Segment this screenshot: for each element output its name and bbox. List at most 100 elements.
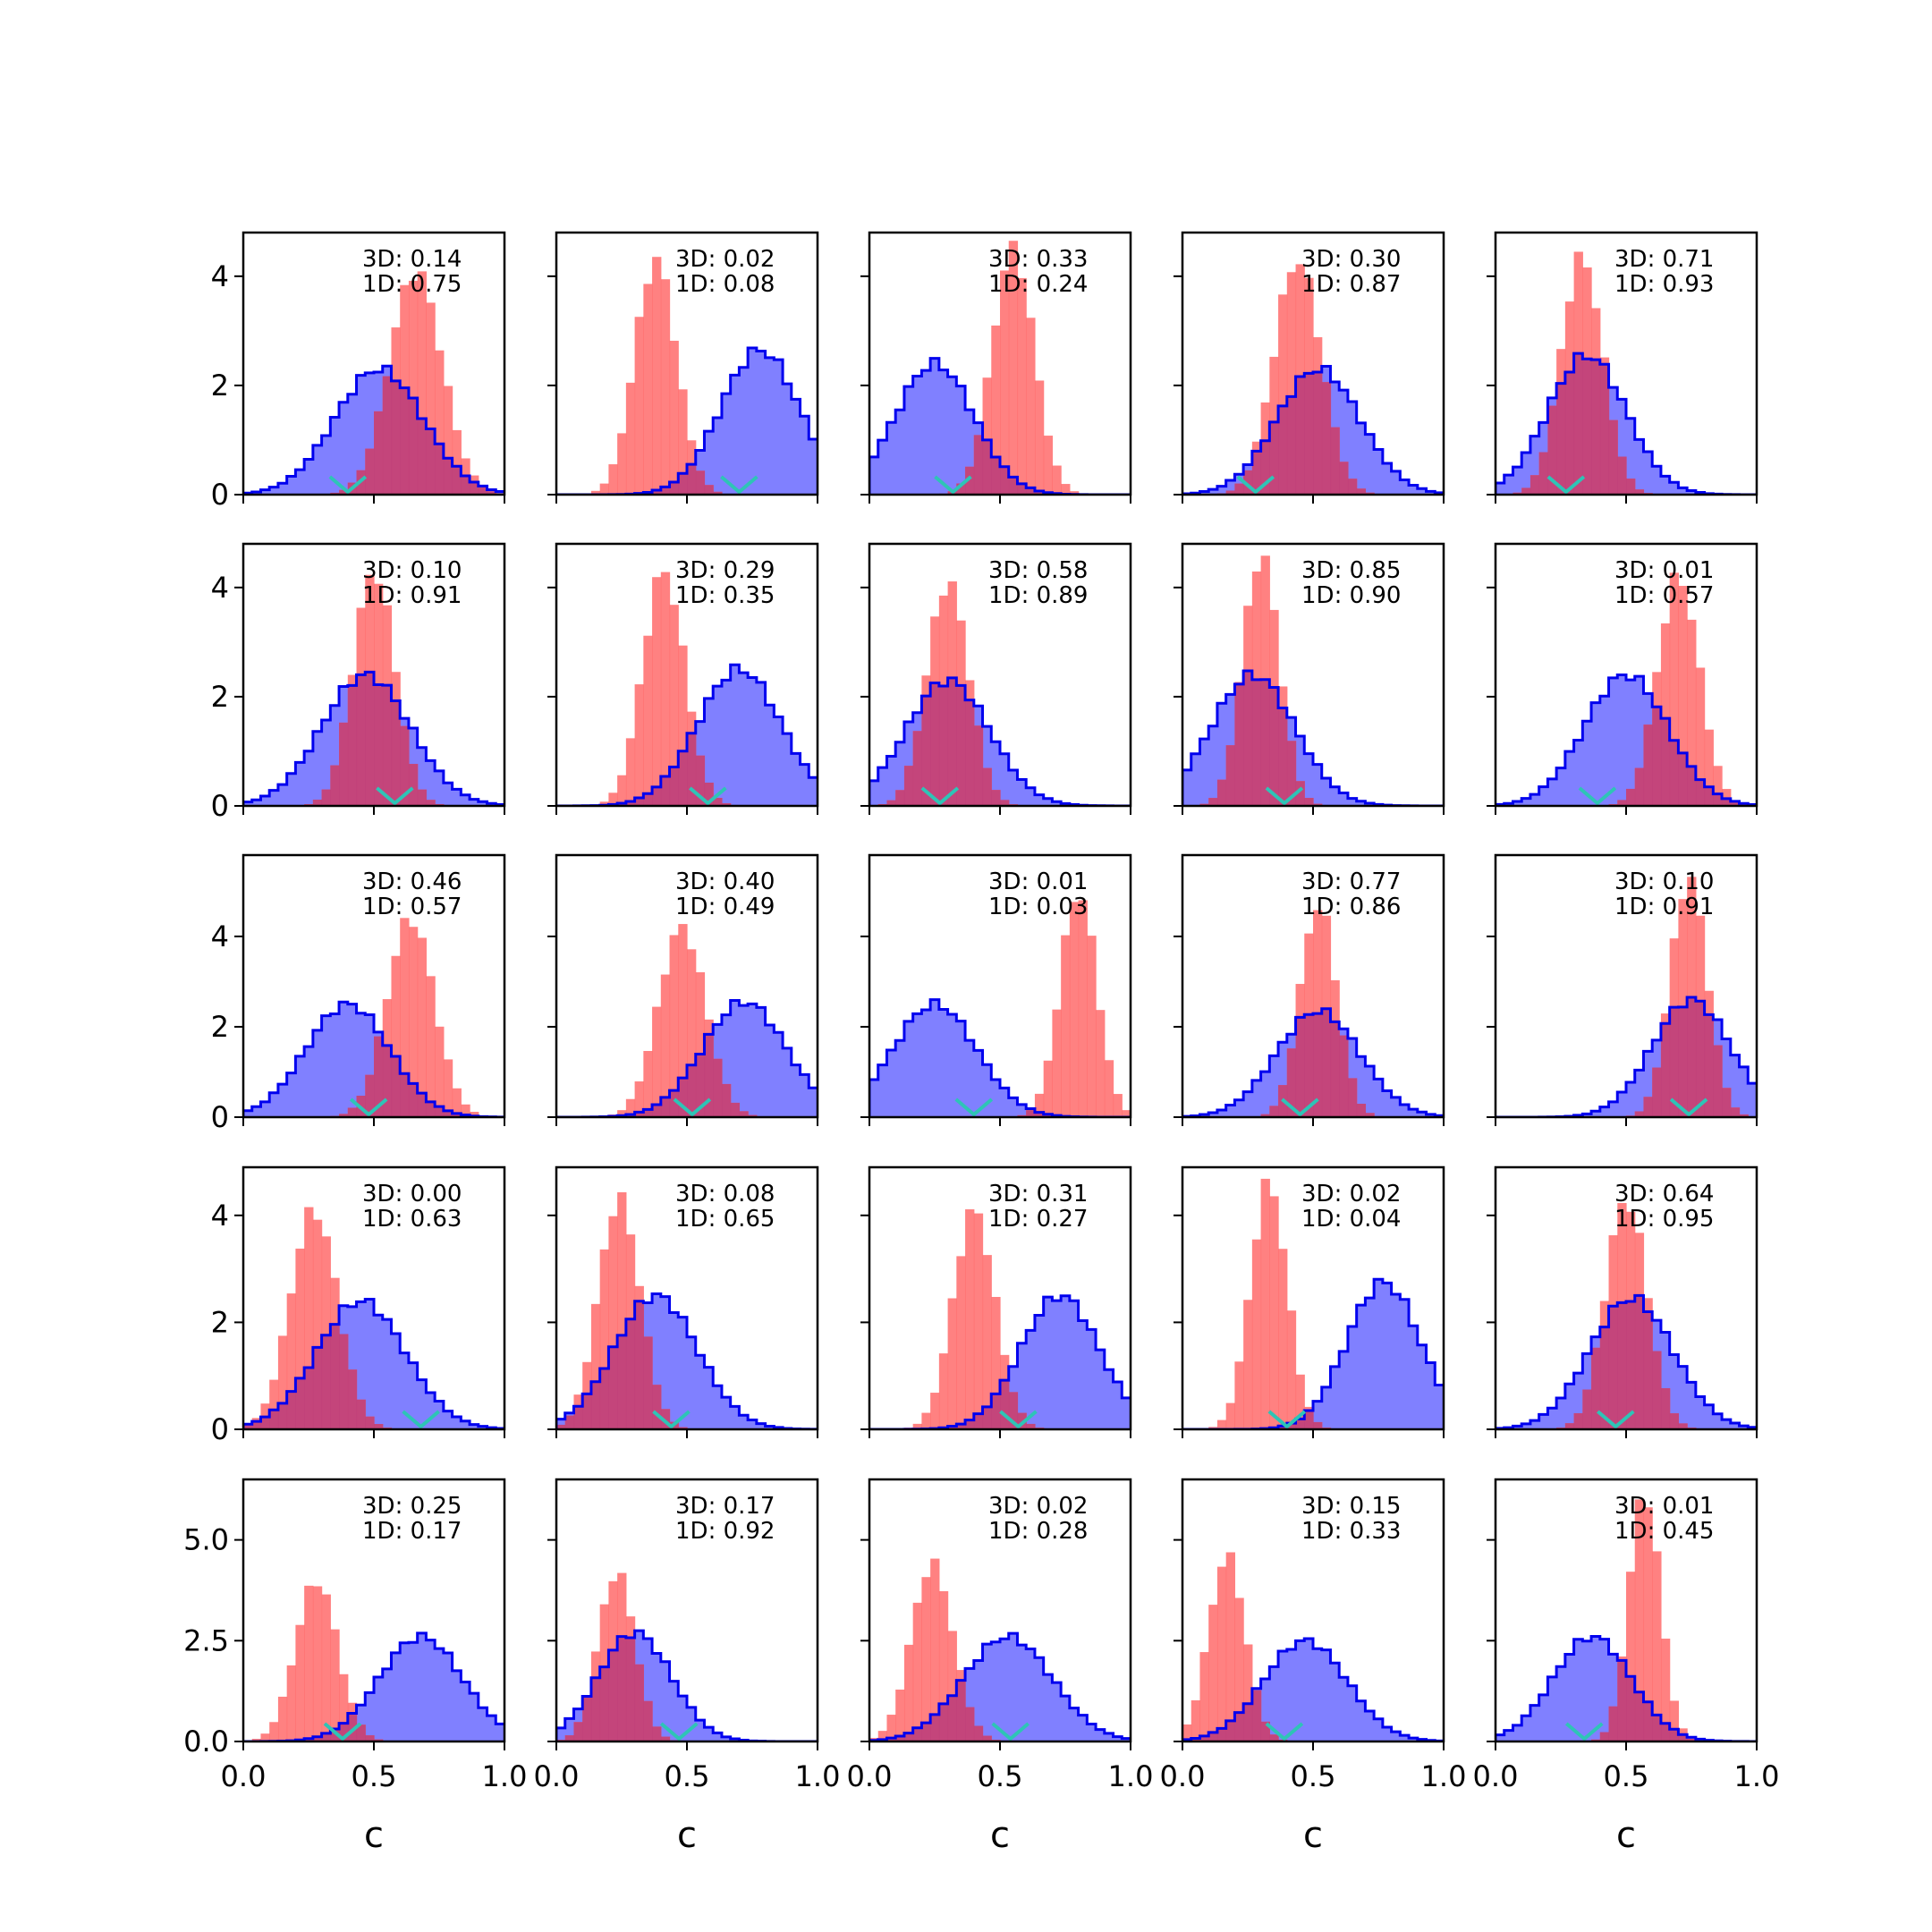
overlap-histogram-bar bbox=[1556, 383, 1566, 495]
overlap-histogram-bar bbox=[634, 1112, 644, 1117]
overlap-histogram-bar bbox=[365, 448, 375, 495]
blue-histogram-bar bbox=[756, 1007, 767, 1117]
blue-histogram-bar bbox=[1669, 1354, 1679, 1429]
overlap-histogram-bar bbox=[1626, 1301, 1636, 1429]
x-tick-label: 0.5 bbox=[1291, 1759, 1336, 1793]
blue-histogram-bar bbox=[1530, 1705, 1540, 1741]
blue-histogram-bar bbox=[1017, 1104, 1027, 1117]
blue-histogram-bar bbox=[1304, 1638, 1314, 1741]
blue-histogram-bar bbox=[730, 665, 740, 806]
label-1d: 1D: 0.87 bbox=[1301, 271, 1401, 298]
overlap-histogram-bar bbox=[1286, 1048, 1297, 1117]
overlap-histogram-bar bbox=[1260, 440, 1270, 495]
blue-histogram-bar bbox=[652, 1653, 662, 1741]
red-histogram-bar bbox=[1660, 1639, 1671, 1741]
blue-histogram-bar bbox=[956, 1021, 966, 1117]
blue-histogram-bar bbox=[1652, 466, 1662, 495]
red-histogram-bar bbox=[304, 1585, 314, 1741]
overlap-histogram-bar bbox=[391, 700, 401, 806]
blue-histogram-bar bbox=[982, 1064, 992, 1117]
blue-histogram-bar bbox=[765, 705, 775, 806]
overlap-histogram-bar bbox=[356, 1399, 366, 1429]
label-3d: 3D: 0.17 bbox=[675, 1493, 775, 1520]
blue-histogram-bar bbox=[704, 1727, 714, 1741]
blue-histogram-bar bbox=[1564, 1384, 1575, 1429]
blue-histogram-bar bbox=[1582, 1114, 1592, 1117]
blue-histogram-outline bbox=[556, 1292, 818, 1429]
overlap-histogram-bar bbox=[1687, 766, 1697, 806]
blue-histogram-bar bbox=[251, 1106, 262, 1117]
overlap-histogram-bar bbox=[1634, 489, 1645, 495]
x-tick-label: 1.0 bbox=[1734, 1759, 1780, 1793]
overlap-histogram-bar bbox=[1564, 1423, 1575, 1429]
blue-histogram-bar bbox=[1626, 680, 1636, 806]
red-histogram-bar bbox=[938, 1590, 949, 1741]
overlap-histogram-bar bbox=[321, 1335, 331, 1429]
red-histogram-bar bbox=[1643, 1507, 1653, 1741]
blue-histogram-bar bbox=[1599, 1106, 1610, 1117]
blue-histogram-bar bbox=[1591, 1111, 1601, 1117]
blue-histogram-bar bbox=[312, 445, 323, 495]
overlap-histogram-bar bbox=[400, 1073, 410, 1117]
overlap-histogram-bar bbox=[956, 1680, 966, 1741]
blue-histogram-bar bbox=[1695, 1396, 1706, 1429]
blue-histogram-bar bbox=[1530, 794, 1540, 806]
blue-histogram-bar bbox=[1269, 1666, 1279, 1741]
overlap-histogram-bar bbox=[982, 767, 992, 806]
blue-histogram-bar bbox=[1582, 1640, 1592, 1741]
red-histogram-bar bbox=[660, 279, 671, 495]
overlap-histogram-bar bbox=[1017, 1412, 1027, 1429]
overlap-histogram-bar bbox=[312, 800, 323, 806]
overlap-histogram-bar bbox=[573, 1406, 583, 1429]
blue-histogram-bar bbox=[1521, 1423, 1531, 1429]
overlap-histogram-bar bbox=[347, 1107, 358, 1117]
blue-histogram-bar bbox=[1599, 1639, 1610, 1741]
panel-plot-area bbox=[1182, 555, 1444, 806]
blue-histogram-bar bbox=[877, 440, 888, 495]
blue-histogram-bar bbox=[1216, 703, 1227, 806]
overlap-histogram-bar bbox=[408, 764, 419, 806]
blue-histogram-bar bbox=[739, 367, 749, 495]
overlap-histogram-bar bbox=[260, 1417, 270, 1429]
blue-histogram-bar bbox=[1278, 1650, 1288, 1741]
blue-histogram-bar bbox=[1313, 1648, 1323, 1741]
blue-histogram-bar bbox=[347, 394, 358, 495]
overlap-histogram-bar bbox=[1278, 708, 1288, 806]
label-3d: 3D: 0.33 bbox=[988, 246, 1088, 273]
red-histogram-bar bbox=[321, 1594, 331, 1741]
blue-histogram-bar bbox=[452, 1416, 462, 1429]
overlap-histogram-bar bbox=[347, 1713, 358, 1741]
overlap-histogram-bar bbox=[582, 1394, 592, 1429]
blue-histogram-bar bbox=[1400, 1105, 1410, 1117]
label-3d: 3D: 0.02 bbox=[988, 1493, 1088, 1520]
blue-histogram-bar bbox=[564, 1718, 575, 1741]
overlap-histogram-bar bbox=[660, 775, 671, 806]
red-histogram-bar bbox=[687, 949, 697, 1117]
blue-histogram-bar bbox=[1704, 1404, 1714, 1429]
overlap-histogram-bar bbox=[1669, 1729, 1679, 1741]
overlap-histogram-bar bbox=[625, 1318, 636, 1429]
overlap-histogram-bar bbox=[400, 725, 410, 806]
overlap-histogram-bar bbox=[1617, 1660, 1627, 1741]
red-histogram-bar bbox=[417, 937, 427, 1117]
blue-histogram-bar bbox=[1591, 702, 1601, 806]
blue-histogram-bar bbox=[1304, 753, 1314, 806]
label-1d: 1D: 0.04 bbox=[1301, 1206, 1401, 1233]
blue-histogram-bar bbox=[730, 1000, 740, 1117]
blue-histogram-bar bbox=[756, 351, 767, 495]
blue-histogram-bar bbox=[791, 753, 801, 806]
overlap-histogram-bar bbox=[426, 800, 436, 806]
blue-histogram-bar bbox=[365, 1692, 375, 1741]
overlap-histogram-bar bbox=[1652, 1067, 1662, 1117]
blue-histogram-bar bbox=[1374, 1718, 1384, 1741]
overlap-histogram-bar bbox=[704, 485, 714, 495]
overlap-histogram-bar bbox=[304, 1738, 314, 1741]
blue-histogram-bar bbox=[286, 1072, 296, 1117]
blue-histogram-bar bbox=[739, 1005, 749, 1117]
overlap-histogram-bar bbox=[1304, 1411, 1314, 1429]
overlap-histogram-bar bbox=[1365, 1113, 1375, 1117]
